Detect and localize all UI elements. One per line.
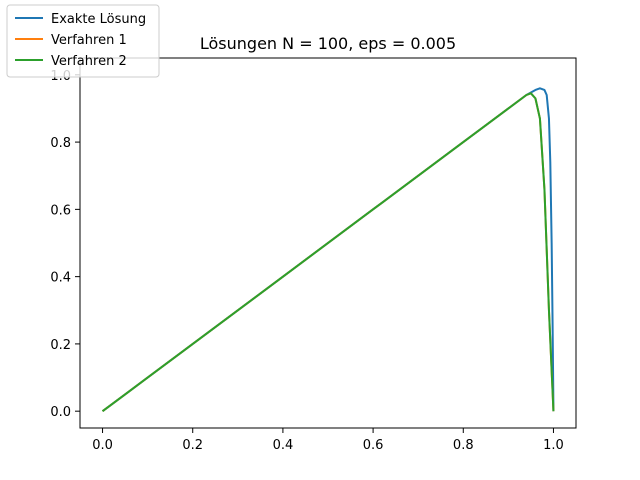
x-tick-label: 1.0 <box>543 438 564 453</box>
x-tick-label: 0.4 <box>273 438 294 453</box>
series-line-3 <box>101 92 555 412</box>
chart-title: Lösungen N = 100, eps = 0.005 <box>200 34 456 53</box>
legend-label: Exakte Lösung <box>51 12 146 27</box>
x-tick-label: 0.8 <box>453 438 474 453</box>
y-tick-label: 0.8 <box>50 136 71 151</box>
plot-area <box>101 87 555 412</box>
legend: Exakte Lösung Verfahren 1 Verfahren 2 <box>6 4 160 78</box>
x-tick-label: 0.6 <box>363 438 384 453</box>
y-tick-label: 0.2 <box>50 338 71 353</box>
legend-box <box>6 4 160 78</box>
x-tick-label: 0.0 <box>92 438 113 453</box>
x-tick-label: 0.2 <box>182 438 203 453</box>
legend-label: Verfahren 1 <box>51 33 127 48</box>
x-axis: 0.0 0.2 0.4 0.6 0.8 1.0 <box>92 428 564 453</box>
y-tick-label: 0.6 <box>50 203 71 218</box>
axes-frame <box>79 57 577 429</box>
legend-label: Verfahren 2 <box>51 54 127 69</box>
y-tick-label: 0.4 <box>50 271 71 286</box>
y-tick-label: 0.0 <box>50 405 71 420</box>
